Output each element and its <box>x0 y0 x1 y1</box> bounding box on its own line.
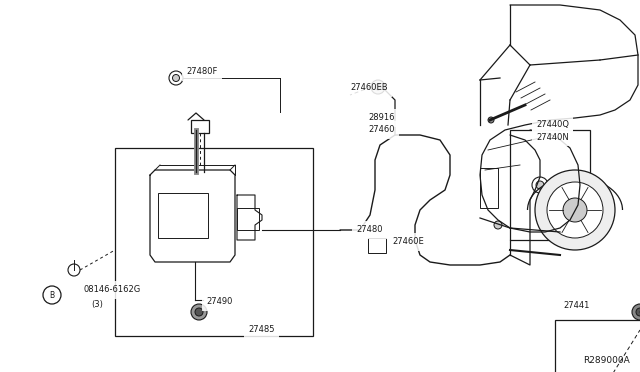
Text: 27490: 27490 <box>206 298 232 307</box>
Circle shape <box>547 182 603 238</box>
Circle shape <box>68 264 80 276</box>
Circle shape <box>563 198 587 222</box>
Circle shape <box>488 117 494 123</box>
Circle shape <box>371 80 385 94</box>
Text: 08146-6162G: 08146-6162G <box>83 285 140 295</box>
Circle shape <box>536 181 544 189</box>
Text: (3): (3) <box>91 301 103 310</box>
Circle shape <box>636 308 640 316</box>
Text: 27460: 27460 <box>368 125 394 135</box>
Text: 27480F: 27480F <box>186 67 218 77</box>
Text: 27485: 27485 <box>248 326 275 334</box>
Circle shape <box>191 304 207 320</box>
Circle shape <box>43 286 61 304</box>
Text: 27440N: 27440N <box>536 132 569 141</box>
Circle shape <box>195 308 203 316</box>
Text: B: B <box>49 291 54 299</box>
Circle shape <box>173 74 179 81</box>
Circle shape <box>494 221 502 229</box>
Bar <box>158 193 208 238</box>
Text: 28916: 28916 <box>368 113 394 122</box>
Bar <box>115 148 313 336</box>
Text: 27480: 27480 <box>356 225 383 234</box>
Text: 27440Q: 27440Q <box>536 119 569 128</box>
Circle shape <box>632 304 640 320</box>
Bar <box>368 238 386 253</box>
Bar <box>191 120 209 133</box>
Text: 27441: 27441 <box>563 301 589 311</box>
Bar <box>480 168 498 208</box>
Circle shape <box>535 170 615 250</box>
Bar <box>237 208 259 230</box>
Circle shape <box>169 71 183 85</box>
Circle shape <box>375 84 381 90</box>
Text: 27460E: 27460E <box>392 237 424 247</box>
Text: 27460EB: 27460EB <box>350 83 388 93</box>
Text: R289000A: R289000A <box>583 356 630 365</box>
Circle shape <box>532 177 548 193</box>
Bar <box>555 320 640 372</box>
Bar <box>510 130 590 240</box>
